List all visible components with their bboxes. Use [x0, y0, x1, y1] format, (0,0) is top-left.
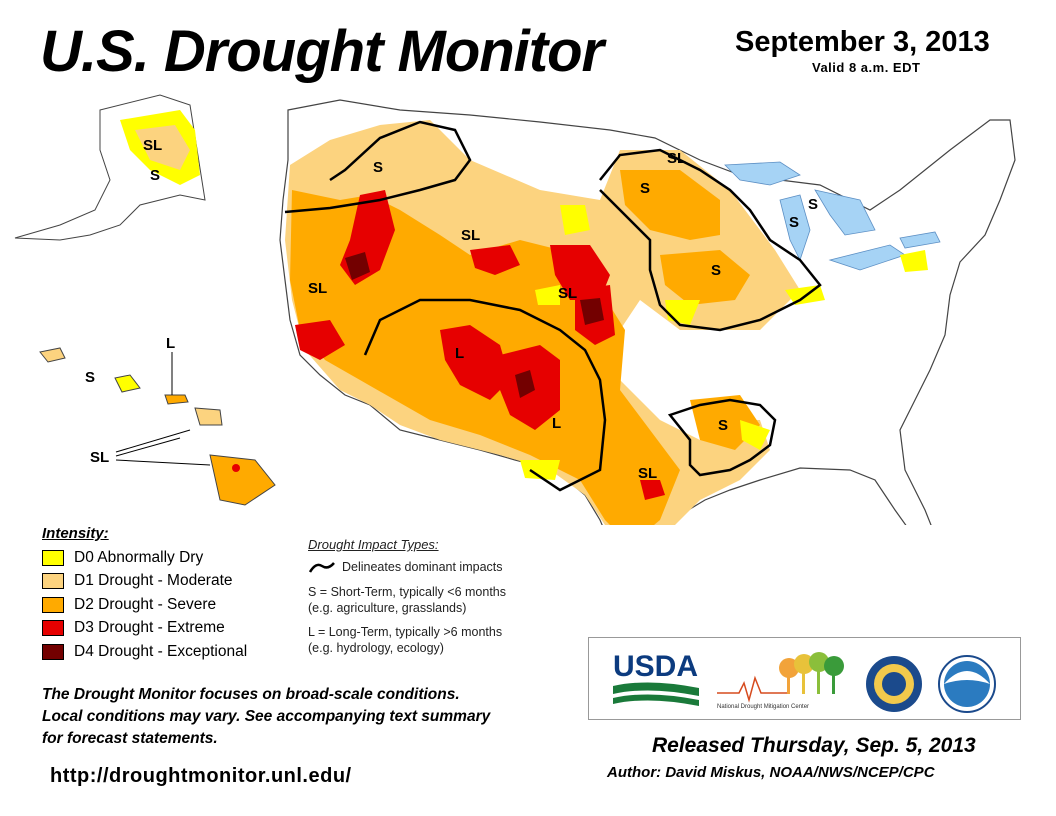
website-link[interactable]: http://droughtmonitor.unl.edu/ [50, 765, 352, 787]
label-hawaii-s: S [85, 369, 95, 386]
legend-item-d1: D1 Drought - Moderate [42, 570, 302, 594]
legend-label: D3 Drought - Extreme [74, 619, 225, 637]
d0-swatch [42, 549, 64, 566]
intensity-legend: Intensity: D0 Abnormally Dry D1 Drought … [42, 525, 302, 664]
label-michigan-s2: S [789, 214, 799, 231]
label-michigan-s1: S [808, 196, 818, 213]
label-pnw-s: S [373, 159, 383, 176]
delineates-row: Delineates dominant impacts [308, 560, 578, 574]
d4-swatch [42, 643, 64, 660]
label-dakota-sl: SL [667, 150, 686, 167]
legend-item-d3: D3 Drought - Extreme [42, 617, 302, 641]
legend-item-d0: D0 Abnormally Dry [42, 546, 302, 570]
short-term-def: S = Short-Term, typically <6 months [308, 585, 506, 599]
legend-label: D2 Drought - Severe [74, 595, 217, 613]
legend-item-d4: D4 Drought - Exceptional [42, 640, 302, 664]
impact-boundaries [284, 120, 822, 492]
legend-label: D1 Drought - Moderate [74, 572, 233, 590]
legend-label: D4 Drought - Exceptional [74, 642, 248, 660]
usda-wordmark: USDA [613, 650, 698, 683]
note-line-2: Local conditions may vary. See accompany… [42, 708, 491, 725]
delineates-text: Delineates dominant impacts [342, 560, 503, 574]
label-texas-sl: SL [638, 465, 657, 482]
label-plains-sl: SL [558, 285, 577, 302]
map-date: September 3, 2013 [735, 26, 990, 58]
drought-map: SL S S SL SL L S SL L L SL SL SL S S S S… [14, 94, 1016, 525]
ndmc-logo: National Drought Mitigation Center [717, 652, 844, 710]
ndmc-wordmark: National Drought Mitigation Center [717, 704, 809, 710]
label-alaska-sl: SL [143, 137, 162, 154]
long-term-text: L = Long-Term, typically >6 months (e.g. … [308, 624, 578, 656]
d3-extreme-area [295, 190, 665, 500]
label-dakota-s: S [640, 180, 650, 197]
released-date: Released Thursday, Sep. 5, 2013 [652, 734, 976, 757]
long-term-example: (e.g. hydrology, ecology) [308, 641, 444, 655]
label-midwest-s: S [711, 262, 721, 279]
long-term-def: L = Long-Term, typically >6 months [308, 625, 503, 639]
label-alaska-s: S [150, 167, 160, 184]
hawaii [39, 347, 276, 506]
note-line-3: for forecast statements. [42, 730, 218, 747]
commerce-seal-icon [866, 656, 922, 712]
d4-exceptional-area [345, 252, 604, 398]
author-credit: Author: David Miskus, NOAA/NWS/NCEP/CPC [607, 764, 935, 781]
legend-item-d2: D2 Drought - Severe [42, 593, 302, 617]
disclaimer-note: The Drought Monitor focuses on broad-sca… [42, 684, 562, 750]
short-term-text: S = Short-Term, typically <6 months (e.g.… [308, 584, 578, 616]
valid-time: Valid 8 a.m. EDT [812, 60, 921, 75]
legend-label: D0 Abnormally Dry [74, 548, 204, 566]
partner-logos: USDA National Drought Mitigation Center [588, 637, 1021, 720]
label-southeast-s: S [718, 417, 728, 434]
page-title: U.S. Drought Monitor [40, 19, 604, 84]
legend-heading: Intensity: [42, 525, 109, 542]
noaa-logo-icon [938, 655, 996, 713]
boundary-line-icon [308, 562, 335, 573]
label-northern-rockies-sl: SL [461, 227, 480, 244]
impact-heading: Drought Impact Types: [308, 537, 439, 552]
impact-types-legend: Drought Impact Types: Delineates dominan… [308, 537, 578, 664]
note-line-1: The Drought Monitor focuses on broad-sca… [42, 686, 460, 703]
d2-swatch [42, 596, 64, 613]
label-california-sl: SL [308, 280, 327, 297]
logo-strip: USDA National Drought Mitigation Center [613, 650, 996, 713]
d0-abnormally-dry-area [520, 205, 928, 480]
label-hawaii-sl: SL [90, 449, 109, 466]
label-new-mexico-l: L [552, 415, 561, 432]
d1-swatch [42, 573, 64, 590]
label-hawaii-l: L [166, 335, 175, 352]
label-southwest-l: L [455, 345, 464, 362]
alaska [14, 94, 206, 241]
usda-logo: USDA [613, 650, 699, 706]
short-term-example: (e.g. agriculture, grasslands) [308, 601, 467, 615]
d3-swatch [42, 620, 64, 637]
